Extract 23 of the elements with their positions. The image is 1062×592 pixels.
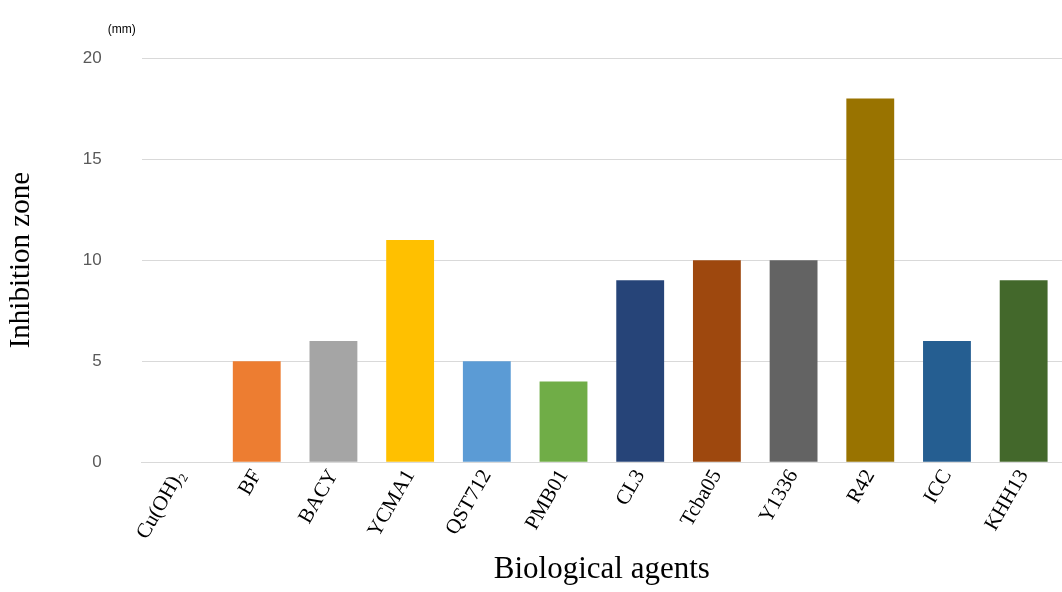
y-tick-label: 20 <box>82 47 102 67</box>
bar <box>923 340 971 462</box>
y-tick-label: 0 <box>92 451 102 471</box>
y-axis-title: Inhibition zone <box>3 171 36 349</box>
bar <box>539 381 588 462</box>
x-axis-title: Biological agents <box>493 549 710 585</box>
bar <box>232 361 281 462</box>
bar <box>846 98 895 462</box>
y-tick-label: 5 <box>92 350 102 370</box>
y-tick-label: 10 <box>82 249 102 269</box>
bar <box>309 340 358 462</box>
text: (mm) <box>107 22 136 37</box>
y-tick-label: 15 <box>82 148 102 168</box>
bar <box>386 239 435 462</box>
x-tick-label: BF <box>232 464 266 500</box>
bar <box>462 361 511 462</box>
x-tick-label: R42 <box>841 464 880 508</box>
bar <box>999 280 1048 462</box>
x-tick-label: ICC <box>917 464 957 508</box>
bar <box>616 280 665 462</box>
x-tick-label: CL3 <box>609 464 650 510</box>
bar <box>769 260 818 462</box>
bar <box>692 260 741 462</box>
